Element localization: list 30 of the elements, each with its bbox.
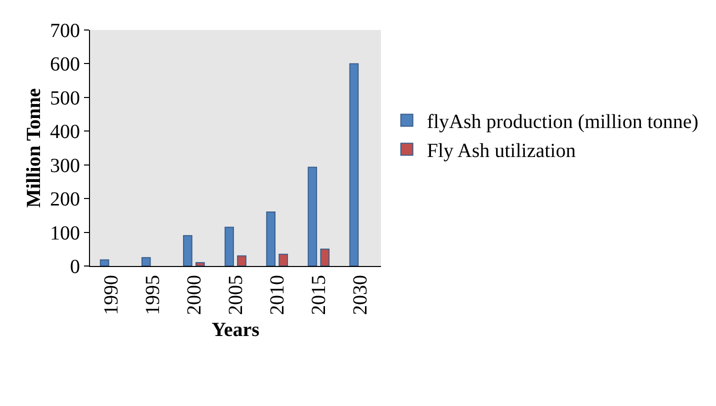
- y-axis-title: Million Tonne: [23, 88, 45, 208]
- y-tick-label: 0: [70, 256, 80, 278]
- y-tick-label: 700: [50, 20, 80, 42]
- bar: [266, 212, 276, 266]
- bar: [196, 262, 205, 266]
- x-tick-label: 2000: [183, 275, 206, 315]
- bar: [224, 226, 234, 266]
- bar: [237, 255, 246, 266]
- x-tick-label: 2010: [266, 275, 289, 315]
- y-tick-label: 400: [50, 121, 80, 144]
- y-tick-label: 100: [50, 222, 80, 244]
- bar: [278, 254, 288, 266]
- x-tick-label: 1995: [142, 275, 164, 315]
- y-tick-label: 200: [50, 188, 80, 211]
- bar: [100, 259, 110, 266]
- y-tick-label: 500: [50, 87, 80, 110]
- bar: [183, 235, 192, 266]
- legend-label: Fly Ash utilization: [426, 140, 576, 162]
- x-tick-label: 1990: [100, 275, 122, 315]
- y-tick-label: 600: [50, 54, 80, 76]
- bar: [320, 248, 330, 266]
- x-tick-label: 2015: [308, 275, 330, 315]
- x-axis-title: Years: [212, 319, 260, 341]
- y-tick-label: 300: [50, 154, 80, 177]
- bar: [308, 166, 318, 266]
- legend-label: flyAsh production (million tonne): [426, 111, 698, 134]
- x-tick-label: 2005: [225, 275, 247, 315]
- bar: [349, 63, 359, 266]
- bar: [141, 257, 151, 266]
- x-tick-label: 2030: [350, 275, 372, 315]
